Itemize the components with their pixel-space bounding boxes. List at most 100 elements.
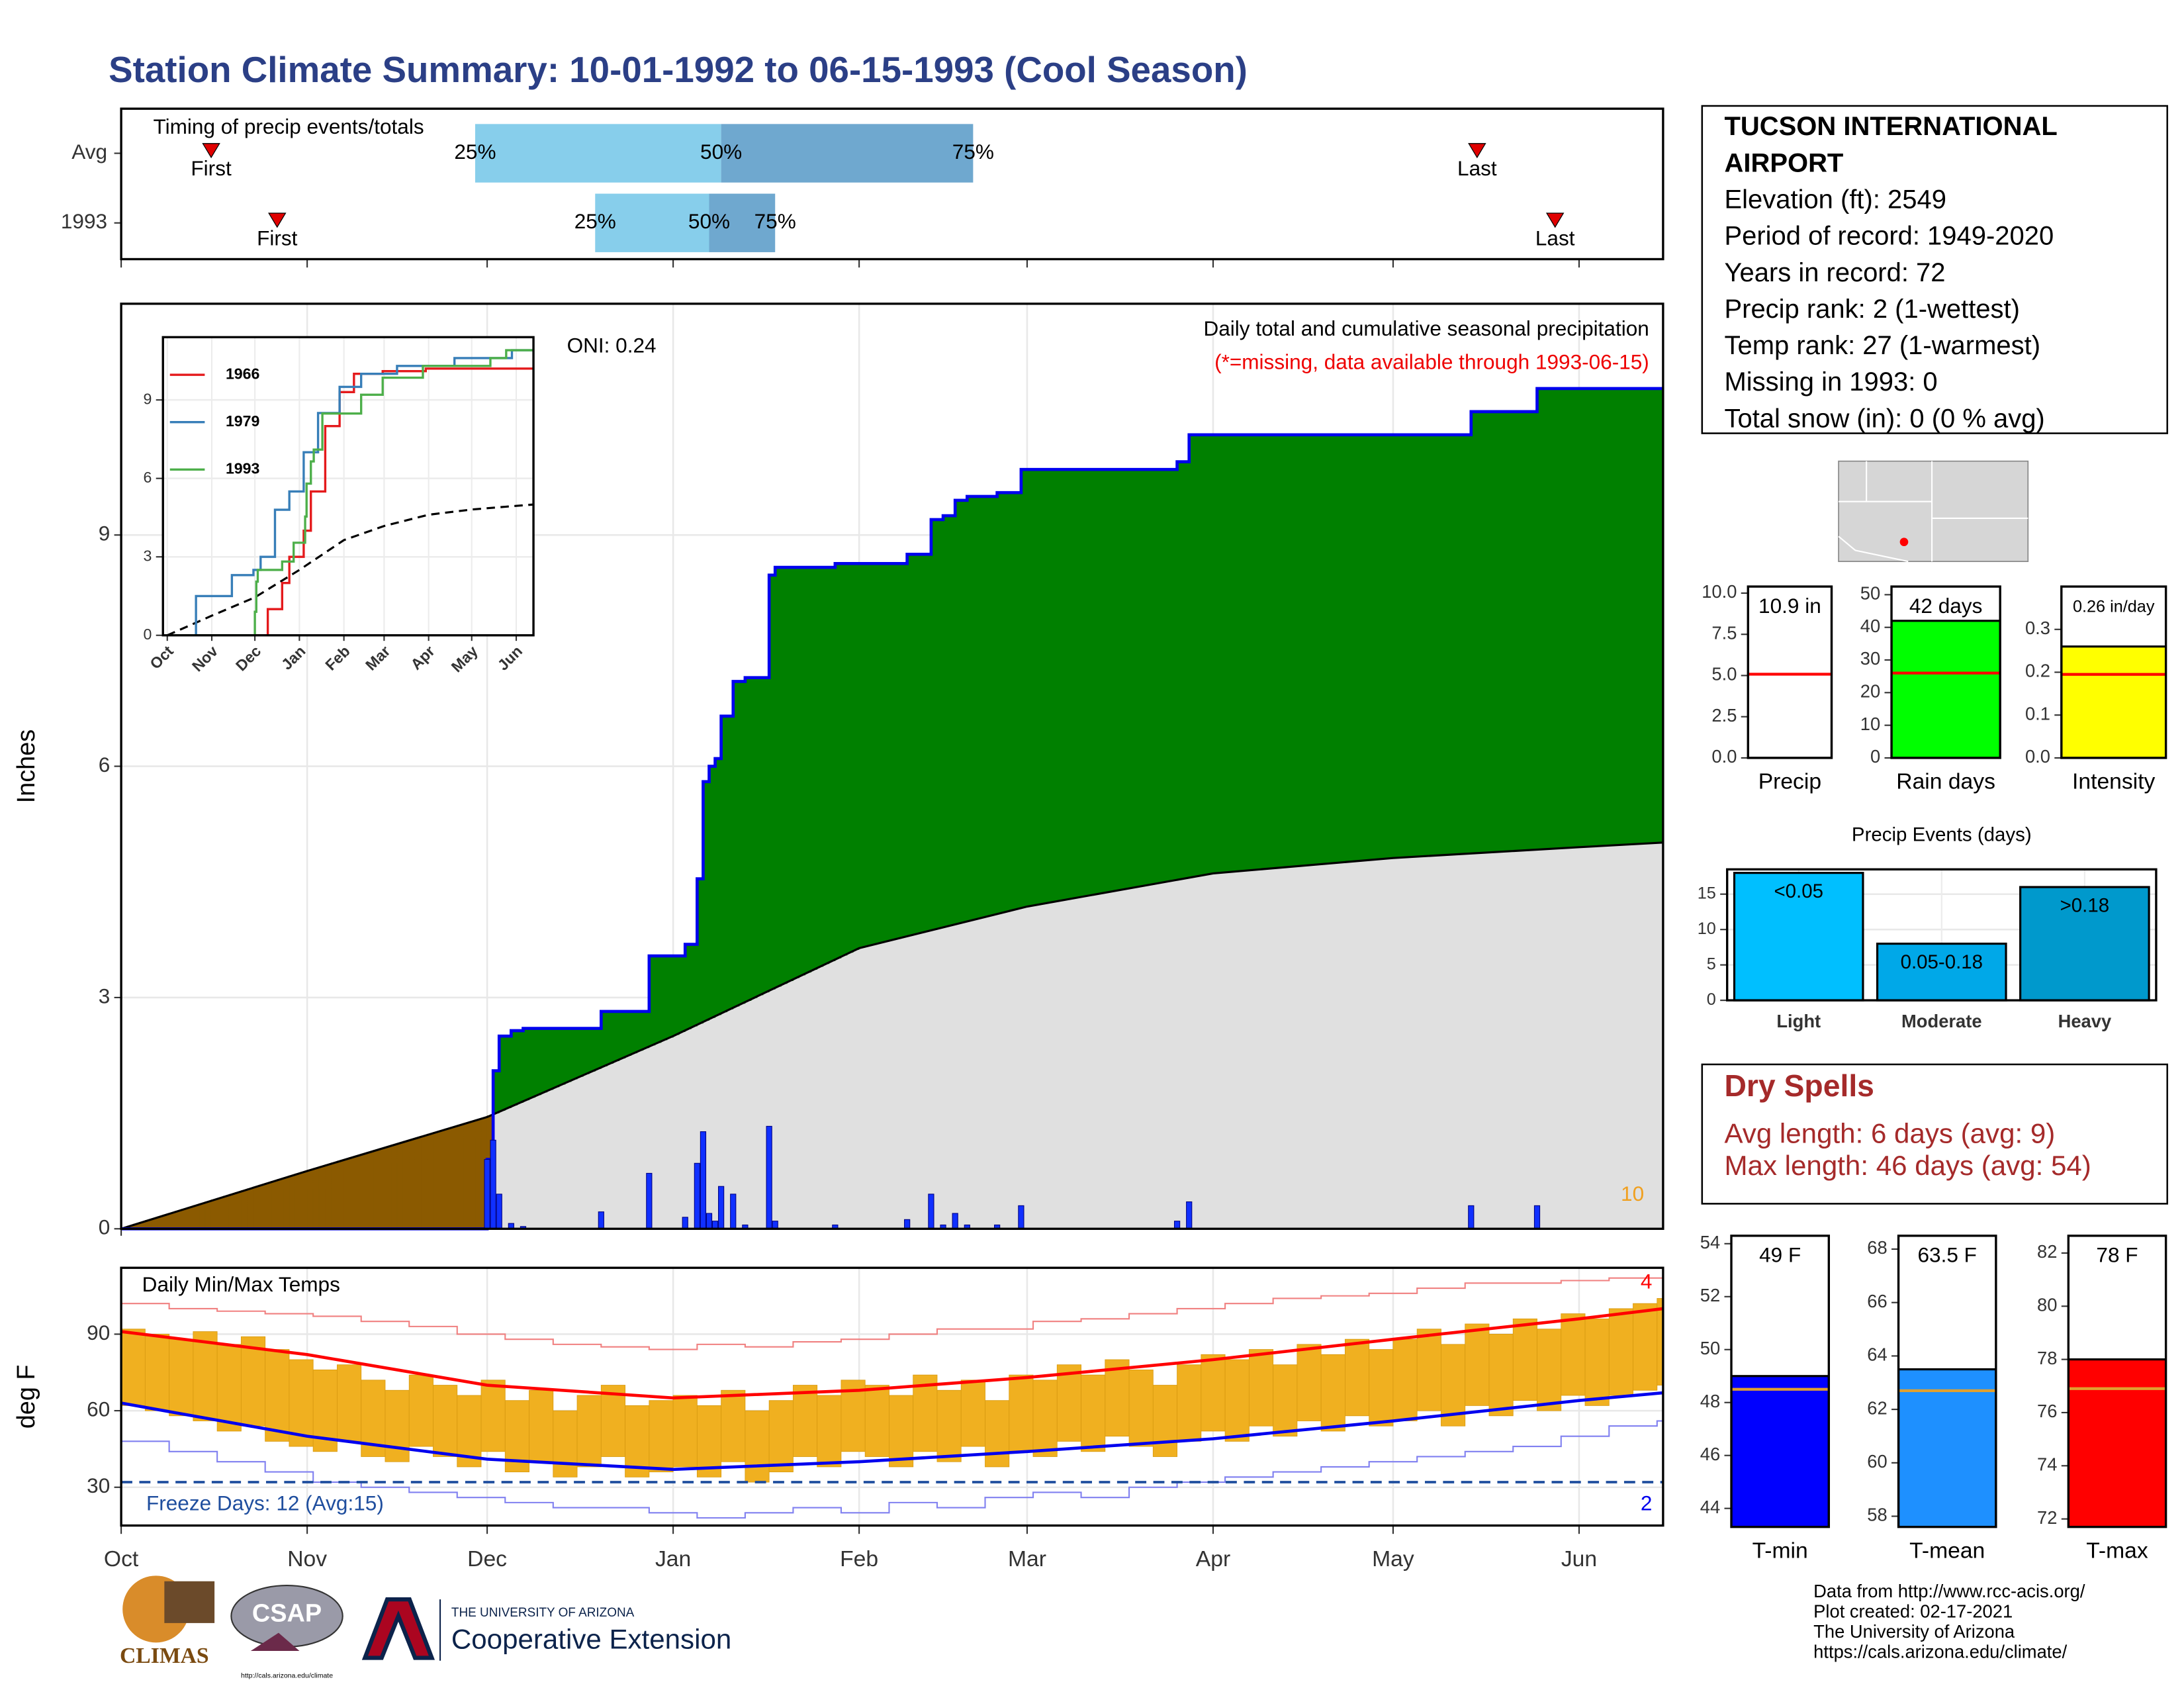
temp-bar bbox=[745, 1410, 770, 1483]
info-line: Max length: 46 days (avg: 54) bbox=[1724, 1150, 2091, 1181]
y-tick-label: 0 bbox=[99, 1215, 111, 1239]
y-tick-label: 62 bbox=[1867, 1397, 1887, 1418]
event-marker bbox=[202, 143, 220, 159]
normal-line bbox=[120, 841, 1663, 1230]
x-tick-label: Apr bbox=[1196, 1547, 1230, 1571]
daily-bar bbox=[694, 1162, 700, 1229]
temp-bar bbox=[265, 1349, 290, 1442]
precip-title: Daily total and cumulative seasonal prec… bbox=[1203, 316, 1649, 340]
y-tick-label: 10.0 bbox=[1702, 581, 1737, 602]
temp-bar bbox=[1248, 1349, 1274, 1427]
y-tick-label: 0 bbox=[1707, 990, 1716, 1009]
plot-background bbox=[163, 337, 534, 635]
y-tick-label: 0.2 bbox=[2025, 661, 2050, 681]
temp-bar bbox=[1345, 1338, 1370, 1417]
y-tick-label: 20 bbox=[1860, 681, 1880, 702]
x-axis-label: T-max bbox=[2086, 1538, 2148, 1563]
y-tick-label: 6 bbox=[144, 469, 152, 486]
y-tick-label: 52 bbox=[1700, 1285, 1720, 1305]
temp-bar bbox=[600, 1385, 626, 1457]
temp-bar bbox=[649, 1400, 674, 1473]
x-tick-label: Nov bbox=[287, 1547, 327, 1571]
temp-bar bbox=[144, 1334, 170, 1411]
temp-bar bbox=[408, 1374, 433, 1447]
quartile-bar bbox=[709, 193, 776, 252]
x-axis-label: Rain days bbox=[1896, 770, 1995, 794]
temp-bar bbox=[936, 1389, 962, 1462]
legend-label: 1979 bbox=[226, 412, 260, 430]
y-tick-label: 44 bbox=[1700, 1497, 1720, 1517]
y-tick-label: 64 bbox=[1867, 1344, 1887, 1365]
y-tick-label: 3 bbox=[144, 547, 152, 564]
event-marker bbox=[1545, 212, 1565, 228]
info-line: Data from http://www.rcc-acis.org/ bbox=[1813, 1581, 2085, 1601]
info-line: TUCSON INTERNATIONAL bbox=[1724, 112, 2057, 141]
bar-label: 0.05-0.18 bbox=[1901, 951, 1983, 973]
info-line: Years in record: 72 bbox=[1724, 258, 1945, 287]
temp-bar bbox=[864, 1385, 889, 1457]
record-high-line bbox=[121, 1277, 1663, 1350]
quartile-label: 50% bbox=[700, 140, 742, 164]
coop-text: Cooperative Extension bbox=[451, 1623, 731, 1654]
daily-bar bbox=[705, 1213, 713, 1229]
temp-bar bbox=[169, 1338, 194, 1417]
summary-bar bbox=[1891, 620, 2001, 758]
temp-bar bbox=[889, 1395, 914, 1468]
year-line bbox=[167, 367, 534, 635]
plot-frame bbox=[120, 1266, 1664, 1527]
temp-bar bbox=[120, 1329, 146, 1406]
plot-frame bbox=[1897, 1235, 1997, 1528]
map-background bbox=[1838, 460, 2029, 563]
state-map bbox=[1838, 460, 2029, 563]
temp-bar bbox=[1465, 1323, 1490, 1406]
y-tick-label: 0 bbox=[144, 626, 152, 643]
temp-title: Daily Min/Max Temps bbox=[142, 1272, 340, 1296]
map-borders bbox=[1838, 461, 2028, 563]
daily-bar bbox=[1173, 1221, 1181, 1229]
y-tick-label: 9 bbox=[99, 522, 111, 545]
csap-url: http://cals.arizona.edu/climate bbox=[241, 1672, 333, 1680]
info-line: Precip rank: 2 (1-wettest) bbox=[1724, 295, 2019, 324]
y-tick-label: 58 bbox=[1867, 1505, 1887, 1525]
temp-bar bbox=[1633, 1303, 1658, 1391]
temp-bar bbox=[1320, 1354, 1345, 1432]
y-tick-label: 30 bbox=[87, 1474, 110, 1497]
y-tick-label: 74 bbox=[2037, 1454, 2057, 1474]
csap-mountain bbox=[250, 1632, 300, 1651]
x-tick-label: Feb bbox=[840, 1547, 878, 1571]
event-label: Last bbox=[1535, 226, 1575, 250]
climas-logo: CLIMAS bbox=[120, 1575, 215, 1668]
daily-bar bbox=[711, 1221, 719, 1229]
plot-frame bbox=[2060, 585, 2167, 759]
bar bbox=[2019, 886, 2150, 1002]
temp-bar bbox=[1105, 1359, 1130, 1437]
temp-bar bbox=[216, 1344, 242, 1432]
daily-bar bbox=[1533, 1205, 1541, 1229]
daily-bar bbox=[766, 1125, 772, 1229]
station-box bbox=[1701, 105, 2169, 434]
plot-frame bbox=[161, 336, 535, 637]
y-tick-label: 10 bbox=[1860, 714, 1880, 734]
temp-bar bbox=[385, 1389, 410, 1462]
temp-bar bbox=[1177, 1364, 1202, 1442]
y-tick-label: 7.5 bbox=[1711, 622, 1737, 643]
bar-label: <0.05 bbox=[1774, 880, 1823, 902]
temp-bar bbox=[576, 1395, 602, 1468]
temp-bar bbox=[337, 1364, 362, 1442]
record-high-count: 4 bbox=[1641, 1270, 1653, 1293]
event-label: Last bbox=[1457, 156, 1497, 180]
temp-bar bbox=[1152, 1385, 1178, 1457]
daily-bar bbox=[484, 1158, 490, 1229]
y-tick-label: 0 bbox=[1870, 746, 1880, 767]
info-line: Avg length: 6 days (avg: 9) bbox=[1724, 1117, 2055, 1149]
temp-bar bbox=[1056, 1364, 1081, 1442]
y-tick-label: 78 bbox=[2037, 1348, 2057, 1368]
temp-bar bbox=[1561, 1313, 1586, 1396]
normal-area bbox=[121, 843, 1663, 1229]
daily-bar bbox=[952, 1213, 958, 1229]
dry-spells-box bbox=[1701, 1063, 2169, 1205]
y-tick-label: 0.3 bbox=[2025, 618, 2050, 638]
y-tick-label: 5.0 bbox=[1711, 664, 1737, 684]
y-tick-label: 76 bbox=[2037, 1401, 2057, 1421]
temp-bar bbox=[1032, 1380, 1058, 1457]
